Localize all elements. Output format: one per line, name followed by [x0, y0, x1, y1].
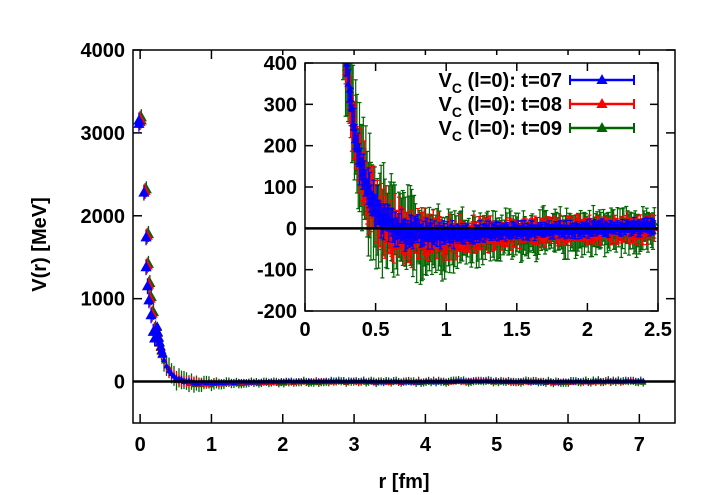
main-near-origin-point [140, 261, 152, 272]
main-y-tick-label: 0 [114, 372, 125, 394]
legend-entry-t=07: VC (l=0): t=07 [438, 70, 635, 96]
main-ticks [133, 49, 675, 423]
main-point [165, 367, 173, 373]
main-x-tick-label: 0 [135, 434, 146, 456]
inset-background [245, 55, 664, 343]
inset-x-tick-label: 1.5 [503, 319, 531, 341]
main-near-origin-point [140, 231, 152, 242]
main-y-tick-labels: 0 1000 2000 3000 4000 [81, 40, 126, 394]
legend-label-sub: C [452, 104, 462, 120]
main-y-tick-label: 3000 [81, 123, 126, 145]
inset-x-tick-label: 0.5 [362, 319, 390, 341]
main-point [153, 332, 164, 342]
main-x-tick-label: 6 [562, 434, 573, 456]
main-point [153, 327, 164, 337]
inset-y-tick-label: 0 [286, 218, 297, 240]
legend-label-main: V [438, 70, 452, 92]
main-point [170, 372, 178, 379]
y-axis-label: V(r) [MeV] [29, 197, 51, 291]
inset-y-tick-label: -200 [257, 301, 297, 323]
main-point [154, 337, 165, 346]
main-point [160, 356, 168, 362]
main-near-origin-point [145, 309, 157, 320]
main-point [157, 348, 168, 358]
inset-ticks [304, 62, 659, 312]
legend-marker [596, 74, 608, 85]
inset-y-tick-label: 300 [264, 94, 297, 116]
legend-label-rest: (l=0): t=08 [462, 94, 562, 116]
legend-label-main: V [438, 118, 452, 140]
main-x-tick-labels: 0 1 2 3 4 5 6 7 [135, 434, 645, 456]
legend-label-sub: C [452, 128, 462, 144]
legend-label: VC (l=0): t=08 [438, 94, 562, 120]
main-y-tick-label: 4000 [81, 40, 126, 62]
inset-x-tick-label: 2.5 [644, 319, 672, 341]
main-x-tick-label: 2 [277, 434, 288, 456]
inset-x-tick-label: 1 [441, 319, 452, 341]
legend-label-rest: (l=0): t=07 [462, 70, 562, 92]
main-x-tick-label: 5 [491, 434, 502, 456]
legend-marker [596, 98, 608, 109]
main-x-tick-label: 4 [420, 434, 432, 456]
main-x-tick-label: 3 [349, 434, 360, 456]
legend-label: VC (l=0): t=09 [438, 118, 562, 144]
main-point [163, 362, 170, 369]
main-plot-frame [132, 49, 676, 424]
inset-x-tick-label: 2 [582, 319, 593, 341]
main-y-tick-label: 2000 [81, 206, 126, 228]
legend-entry-t=09: VC (l=0): t=09 [438, 118, 635, 144]
main-near-origin-point [133, 117, 145, 128]
main-x-tick-label: 7 [634, 434, 645, 456]
x-axis-label: r [fm] [378, 471, 429, 493]
legend-entry-t=08: VC (l=0): t=08 [438, 94, 635, 120]
inset-data-points [339, 63, 658, 285]
main-point [155, 341, 166, 351]
main-point [168, 370, 175, 376]
main-near-origin-point [141, 280, 154, 291]
main-near-origin-point [138, 186, 150, 197]
inset-y-tick-label: 100 [264, 177, 297, 199]
inset-y-tick-label: 200 [264, 136, 297, 158]
main-point [152, 321, 163, 331]
legend-label-main: V [438, 94, 452, 116]
inset-x-tick-labels: 0 0.5 1 1.5 2 2.5 [299, 319, 671, 341]
legend-label-sub: C [452, 80, 462, 96]
inset-y-tick-labels: -200 -100 0 100 200 300 400 [257, 53, 297, 323]
main-near-origin-point [143, 294, 155, 305]
main-x-tick-label: 1 [206, 434, 217, 456]
inset-y-tick-label: 400 [264, 53, 297, 75]
inset-x-tick-label: 0 [299, 319, 310, 341]
legend-label-rest: (l=0): t=09 [462, 118, 562, 140]
inset-y-tick-label: -100 [257, 260, 297, 282]
legend-marker [596, 122, 608, 133]
main-y-tick-label: 1000 [81, 289, 126, 311]
legend-label: VC (l=0): t=07 [438, 70, 562, 96]
